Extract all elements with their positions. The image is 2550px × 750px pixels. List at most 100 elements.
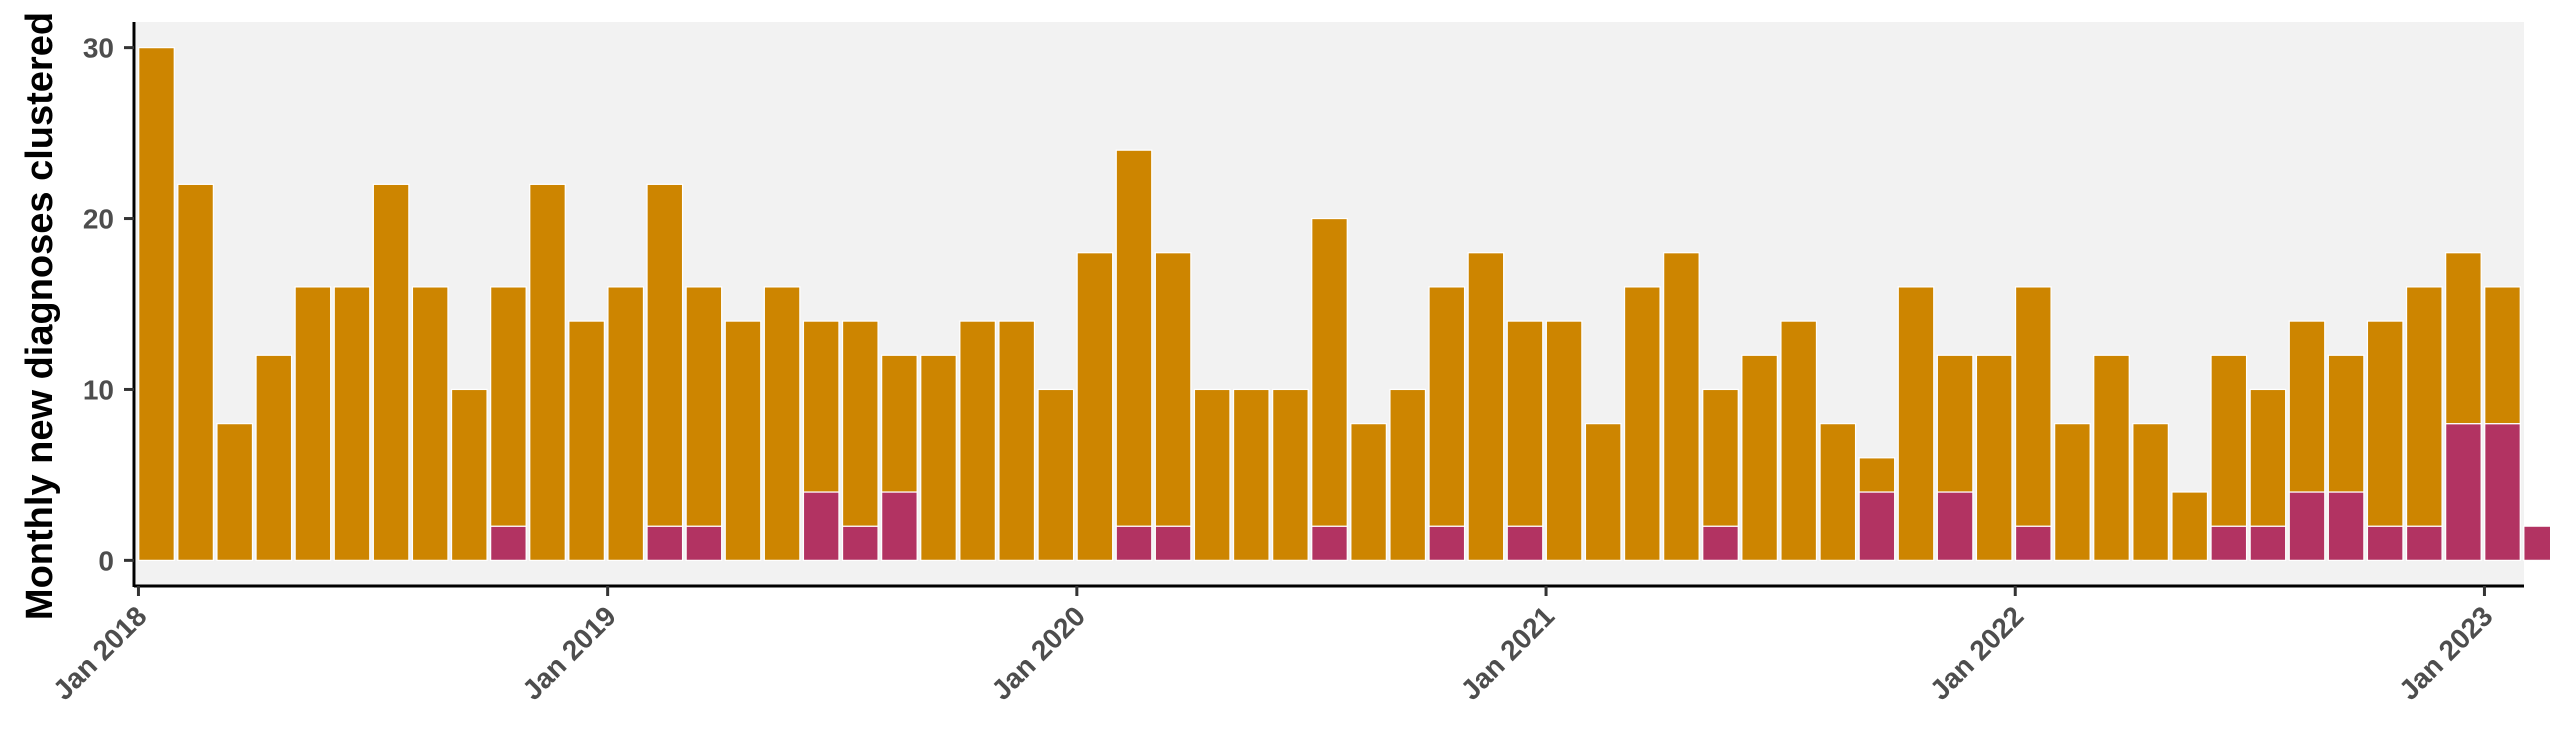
bar-bottom-segment [2014,525,2052,561]
bar-top-segment [294,286,332,561]
bar-top-segment [529,183,566,561]
bar-top-segment [724,320,762,561]
bar-top-segment [1193,388,1231,561]
bar-top-segment [1741,354,1778,561]
bar-top-segment [1819,423,1857,561]
bar-top-segment [1936,354,1974,493]
bar-top-segment [1389,388,1427,561]
x-ticks-group: Jan 2018 Jan 2019 Jan 2020 Jan 2021 Jan 2022… [47,586,2499,706]
bar-top-segment [1154,252,1192,527]
x-tick-label: Jan 2021 [1455,600,1561,706]
bar-top-segment [1545,320,1583,561]
bar-top-segment [1037,388,1075,561]
bar-top-segment [255,354,293,561]
y-tick-label: 20 [83,204,114,235]
bar-top-segment [411,286,449,561]
bar-top-segment [177,183,214,561]
bar-bottom-segment [1311,525,1348,561]
x-tick-label: Jan 2022 [1924,600,2030,706]
bar-bottom-segment [2210,525,2248,561]
bar-top-segment [490,286,527,527]
bar-top-segment [763,286,801,561]
bar-top-segment [1272,388,1309,561]
bar-top-segment [1311,217,1348,527]
bar-bottom-segment [2445,423,2482,561]
bar-top-segment [1858,457,1896,493]
y-axis-title: Monthly new diagnoses clustered [19,12,61,620]
bar-bottom-segment [1115,525,1153,561]
y-tick-label: 10 [83,374,114,405]
bar-bottom-segment [685,525,723,561]
bar-bottom-segment [1702,525,1739,561]
x-tick-label: Jan 2018 [47,600,153,706]
bar-top-segment [1623,286,1661,561]
x-tick-label: Jan 2020 [986,600,1092,706]
bar-top-segment [2171,491,2209,561]
bar-top-segment [1897,286,1935,561]
bar-top-segment [802,320,840,493]
bar-top-segment [1428,286,1466,527]
bar-top-segment [216,423,254,561]
bar-top-segment [2249,388,2287,527]
bar-top-segment [881,354,918,493]
y-tick-label: 0 [98,545,114,576]
bar-bottom-segment [1858,491,1896,561]
bar-bottom-segment [881,491,918,561]
bar-top-segment [607,286,645,561]
bar-top-segment [998,320,1036,561]
bar-bottom-segment [2288,491,2326,561]
bar-bottom-segment [841,525,879,561]
bar-bottom-segment [1506,525,1544,561]
bar-top-segment [2093,354,2130,561]
bar-top-segment [1115,149,1153,527]
bar-top-segment [920,354,957,561]
bar-top-segment [372,183,410,561]
bar-top-segment [1506,320,1544,527]
bar-top-segment [959,320,996,561]
y-tick-label: 30 [83,33,114,64]
bar-bottom-segment [2327,491,2365,561]
bar-bottom-segment [490,525,527,561]
bar-top-segment [1232,388,1270,561]
bar-top-segment [2132,423,2169,561]
bar-top-segment [1584,423,1622,561]
bar-bottom-segment [1428,525,1466,561]
bar-top-segment [2366,320,2404,527]
bars-group [138,47,2550,561]
bar-top-segment [2054,423,2091,561]
bar-top-segment [450,388,488,561]
bar-bottom-segment [2366,525,2404,561]
bar-top-segment [1350,423,1387,561]
bar-top-segment [1780,320,1818,561]
bar-bottom-segment [1154,525,1192,561]
bar-bottom-segment [802,491,840,561]
bar-top-segment [2210,354,2248,527]
bar-top-segment [568,320,605,561]
bar-top-segment [841,320,879,527]
bar-bottom-segment [2405,525,2443,561]
bar-top-segment [1076,252,1114,561]
bar-top-segment [685,286,723,527]
x-tick-label: Jan 2019 [516,600,622,706]
bar-bottom-segment [1936,491,1974,561]
bar-bottom-segment [2523,525,2550,561]
y-ticks-group: 0 10 20 30 [83,33,134,576]
bar-top-segment [1467,252,1505,561]
bar-top-segment [2405,286,2443,527]
bar-bottom-segment [2249,525,2287,561]
bar-top-segment [2445,252,2482,425]
bar-top-segment [138,47,175,561]
bar-top-segment [333,286,371,561]
bar-top-segment [2327,354,2365,493]
bar-bottom-segment [646,525,684,561]
bar-top-segment [646,183,684,527]
bar-top-segment [1975,354,2013,561]
bar-top-segment [2484,286,2521,425]
bar-top-segment [2288,320,2326,493]
bar-bottom-segment [2484,423,2521,561]
bar-top-segment [1702,388,1739,527]
bar-top-segment [1663,252,1700,561]
x-tick-label: Jan 2023 [2393,600,2499,706]
bar-top-segment [2014,286,2052,527]
